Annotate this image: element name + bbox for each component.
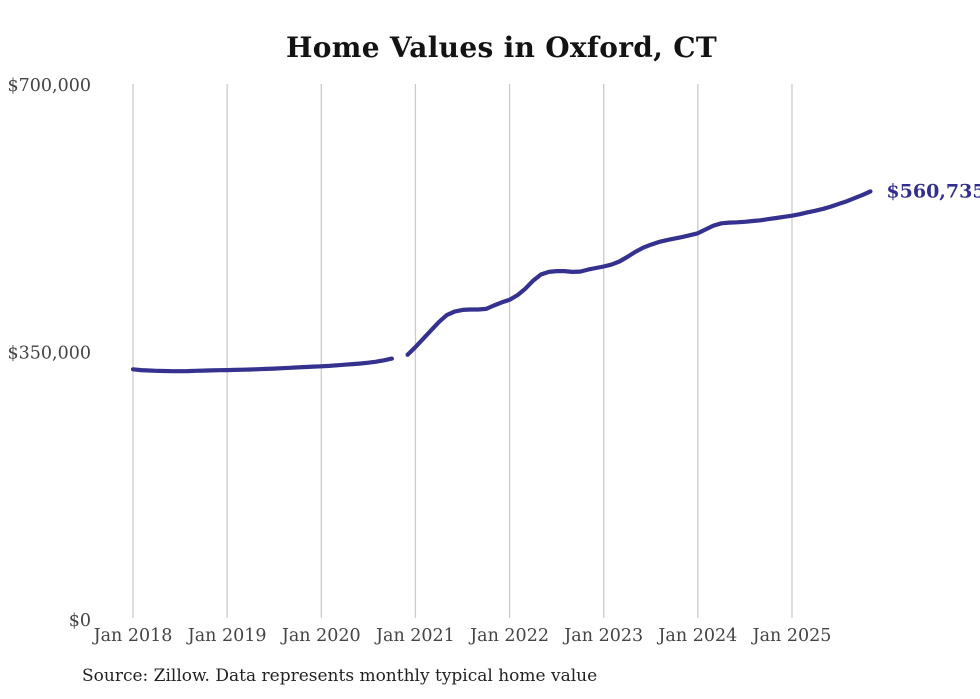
x-tick-label: Jan 2021 [374,626,455,646]
end-value-label: $560,735 [886,180,980,202]
x-tick-label: Jan 2024 [656,626,737,646]
value-line [130,356,394,374]
y-tick-label: $0 [69,611,91,631]
x-tick-label: Jan 2019 [186,626,267,646]
y-tick-label: $700,000 [7,76,91,96]
source-note: Source: Zillow. Data represents monthly … [82,666,598,686]
x-tick-label: Jan 2025 [751,626,832,646]
x-tick-label: Jan 2020 [280,626,361,646]
x-tick-label: Jan 2018 [92,626,173,646]
value-line [405,189,873,357]
x-tick-label: Jan 2022 [468,626,549,646]
y-tick-label: $350,000 [7,344,91,364]
x-tick-label: Jan 2023 [562,626,643,646]
chart-title: Home Values in Oxford, CT [286,31,717,64]
